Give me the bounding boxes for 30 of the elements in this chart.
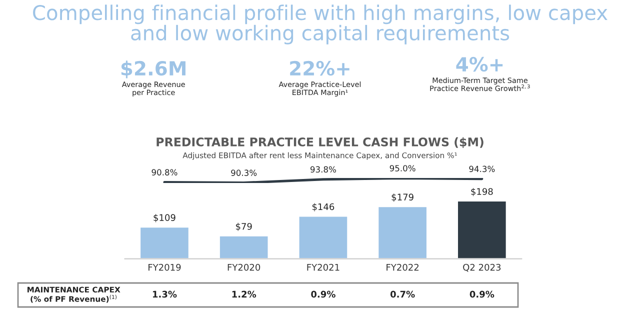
bar [456, 200, 508, 259]
text: 1.3% [152, 290, 177, 298]
data-label: $79 [236, 222, 252, 231]
data-label: 94.3% [469, 166, 495, 172]
chart-title: Compelling financial profile with high margins, low capex and low working capital requirements [33, 4, 608, 44]
text: 0.9% [470, 290, 494, 298]
text: 22%+ [290, 60, 350, 76]
bar [377, 206, 428, 259]
x-tick-label: Q2 2023 [463, 264, 501, 272]
x-tick-label: FY2019 [148, 264, 181, 271]
bar [139, 226, 190, 259]
data-label: $179 [392, 194, 414, 202]
bar [218, 235, 270, 259]
x-tick-label: FY2021 [307, 264, 340, 271]
text: 1.2% [232, 290, 256, 298]
data-label: $109 [154, 214, 176, 222]
data-label: $198 [471, 188, 493, 196]
text: $2.6M [121, 60, 186, 78]
x-tick-label: FY2020 [228, 264, 260, 271]
x-tick-label: FY2022 [386, 264, 418, 271]
data-label: 90.3% [231, 170, 257, 176]
data-label: 90.8% [152, 169, 178, 176]
bar [298, 215, 348, 259]
text: 4%+ [456, 56, 503, 72]
chart-subtitle: PREDICTABLE PRACTICE LEVEL CASH FLOWS ($M) [156, 137, 484, 148]
data-label: 93.8% [310, 166, 336, 173]
text: 0.7% [390, 290, 415, 298]
data-label: 95.0% [390, 165, 416, 172]
data-label: $146 [312, 203, 334, 212]
text: 0.9% [311, 290, 336, 298]
